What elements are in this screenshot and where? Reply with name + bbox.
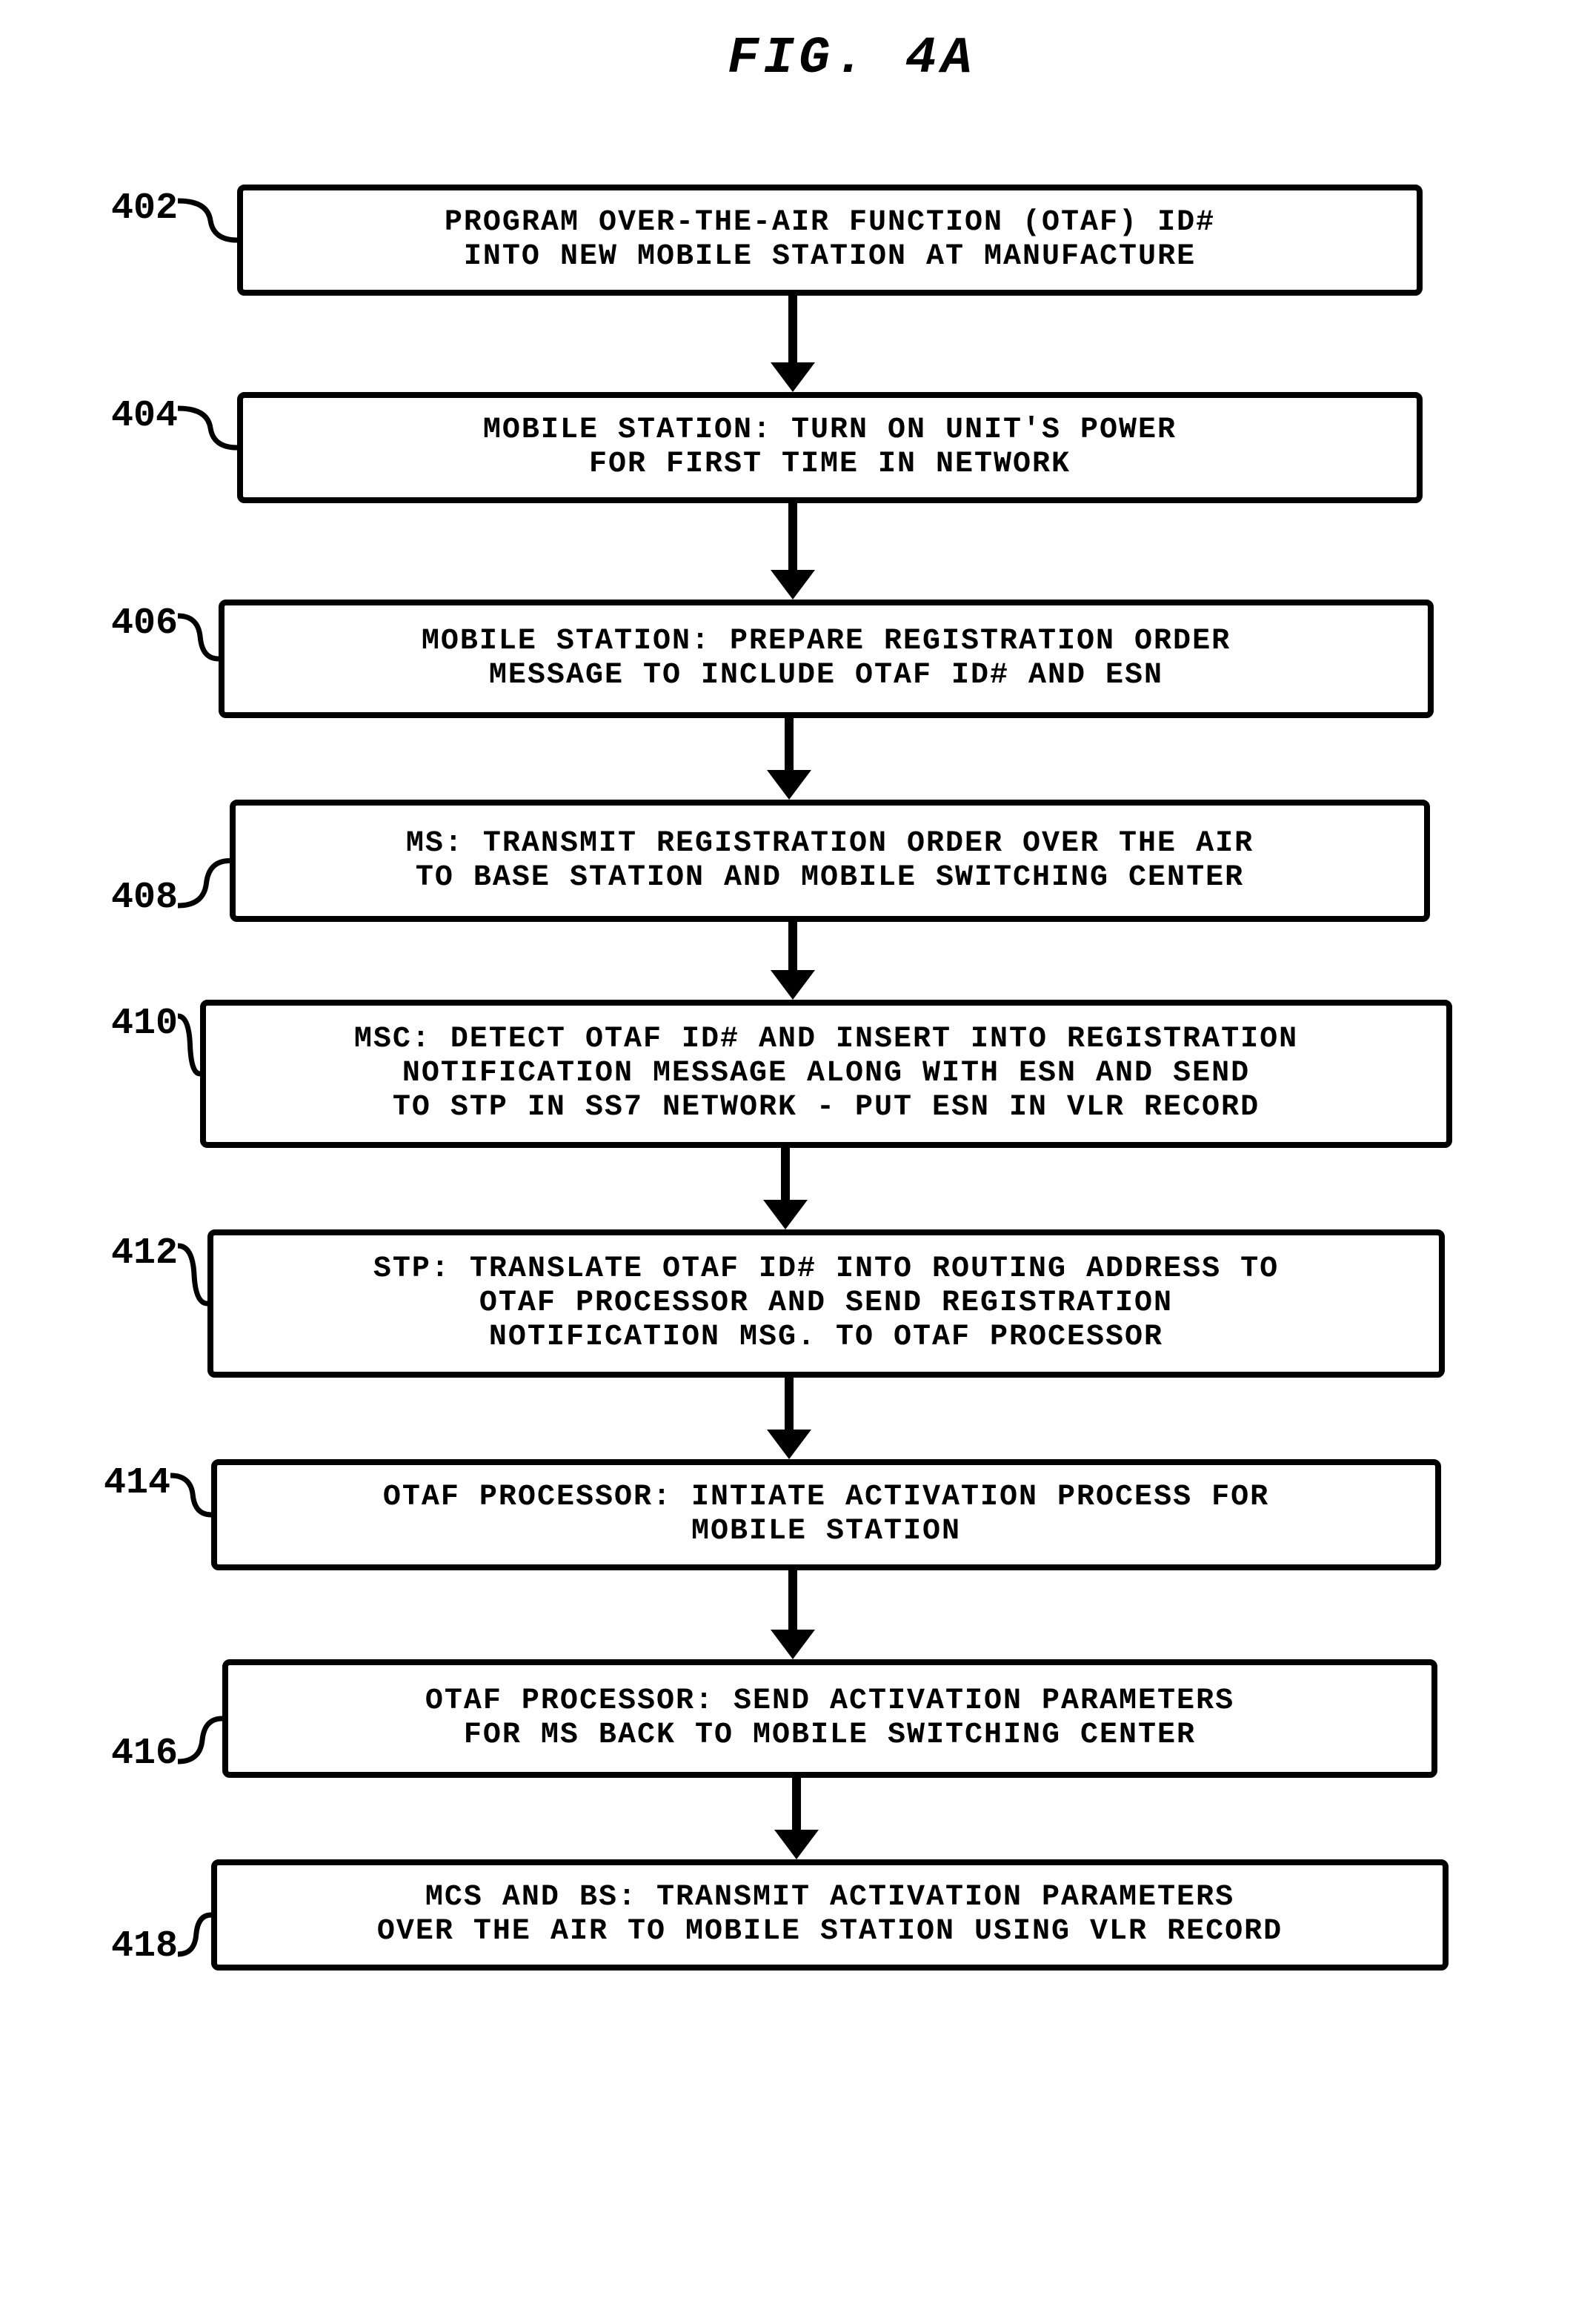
lead-line: [178, 1000, 200, 1148]
flow-arrow: [30, 922, 1563, 1000]
flow-step-402: 402 PROGRAM OVER-THE-AIR FUNCTION (OTAF) …: [30, 185, 1563, 296]
step-label: 416: [30, 1733, 178, 1778]
flowchart: 402 PROGRAM OVER-THE-AIR FUNCTION (OTAF) …: [30, 185, 1563, 1971]
flow-step-416: 416 OTAF PROCESSOR: SEND ACTIVATION PARAM…: [30, 1659, 1563, 1778]
flow-arrow: [30, 503, 1563, 600]
flow-step-404: 404 MOBILE STATION: TURN ON UNIT'S POWER …: [30, 392, 1563, 503]
flow-box: MCS AND BS: TRANSMIT ACTIVATION PARAMETE…: [211, 1859, 1449, 1971]
flow-box: MS: TRANSMIT REGISTRATION ORDER OVER THE…: [230, 800, 1430, 922]
flow-box: STP: TRANSLATE OTAF ID# INTO ROUTING ADD…: [207, 1229, 1445, 1378]
lead-line: [178, 800, 230, 922]
flow-arrow: [30, 718, 1563, 800]
flow-box: MOBILE STATION: TURN ON UNIT'S POWER FOR…: [237, 392, 1423, 503]
flow-arrow: [30, 296, 1563, 392]
flow-step-406: 406 MOBILE STATION: PREPARE REGISTRATION …: [30, 600, 1563, 718]
step-label: 406: [30, 600, 178, 645]
lead-line: [178, 185, 237, 296]
flow-box: PROGRAM OVER-THE-AIR FUNCTION (OTAF) ID#…: [237, 185, 1423, 296]
flow-arrow: [30, 1570, 1563, 1659]
step-label: 408: [30, 877, 178, 922]
lead-line: [178, 600, 219, 718]
lead-line: [170, 1459, 211, 1570]
lead-line: [178, 392, 237, 503]
lead-line: [178, 1859, 211, 1971]
figure-container: FIG. 4A 402 PROGRAM OVER-THE-AIR FUNCTION…: [30, 30, 1563, 1971]
flow-box: MOBILE STATION: PREPARE REGISTRATION ORD…: [219, 600, 1434, 718]
flow-arrow: [30, 1778, 1563, 1859]
step-label: 418: [30, 1925, 178, 1971]
flow-step-410: 410 MSC: DETECT OTAF ID# AND INSERT INTO …: [30, 1000, 1563, 1148]
step-label: 414: [30, 1459, 170, 1504]
flow-step-414: 414 OTAF PROCESSOR: INTIATE ACTIVATION PR…: [30, 1459, 1563, 1570]
step-label: 402: [30, 185, 178, 230]
step-label: 412: [30, 1229, 178, 1275]
step-label: 410: [30, 1000, 178, 1045]
flow-step-408: 408 MS: TRANSMIT REGISTRATION ORDER OVER …: [30, 800, 1563, 922]
flow-arrow: [30, 1148, 1563, 1229]
lead-line: [178, 1659, 222, 1778]
flow-box: MSC: DETECT OTAF ID# AND INSERT INTO REG…: [200, 1000, 1452, 1148]
flow-step-412: 412 STP: TRANSLATE OTAF ID# INTO ROUTING …: [30, 1229, 1563, 1378]
flow-step-418: 418 MCS AND BS: TRANSMIT ACTIVATION PARAM…: [30, 1859, 1563, 1971]
flow-box: OTAF PROCESSOR: SEND ACTIVATION PARAMETE…: [222, 1659, 1437, 1778]
flow-box: OTAF PROCESSOR: INTIATE ACTIVATION PROCE…: [211, 1459, 1441, 1570]
step-label: 404: [30, 392, 178, 437]
figure-title: FIG. 4A: [30, 30, 1563, 88]
lead-line: [178, 1229, 207, 1378]
flow-arrow: [30, 1378, 1563, 1459]
